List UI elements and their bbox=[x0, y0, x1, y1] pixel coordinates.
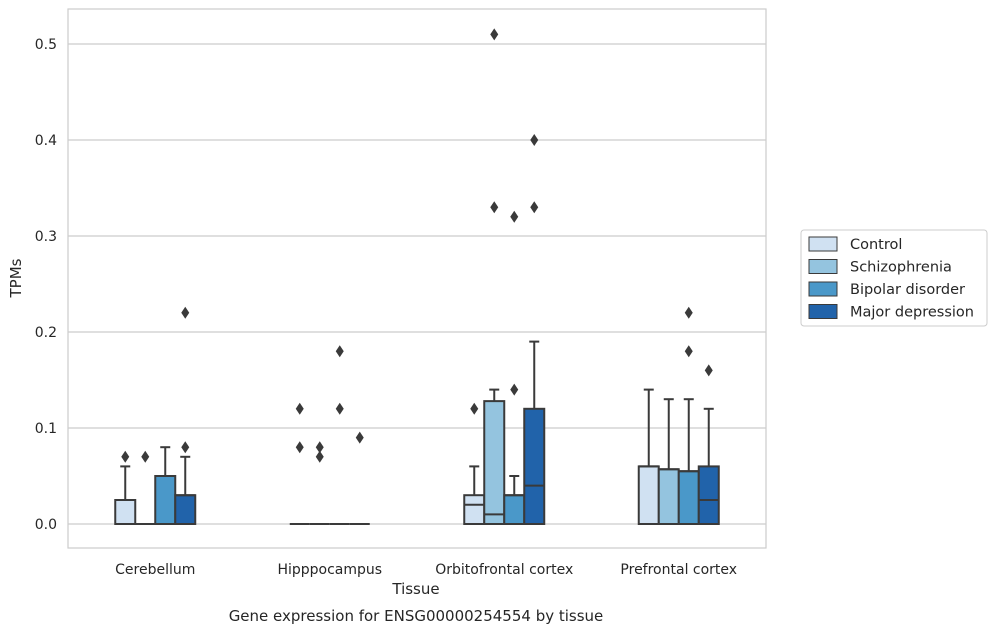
x-tick-label-2: Orbitofrontal cortex bbox=[435, 562, 573, 578]
y-tick-label-1: 0.1 bbox=[35, 421, 57, 437]
box-1-2 bbox=[329, 345, 350, 525]
box-3-1 bbox=[657, 398, 680, 525]
legend-frame bbox=[800, 229, 988, 327]
outlier-point-0 bbox=[181, 441, 190, 454]
y-tick-label-2: 0.2 bbox=[35, 325, 57, 341]
outlier-point-0 bbox=[530, 201, 539, 214]
y-tick-label-0: 0.0 bbox=[35, 517, 57, 533]
box-body bbox=[637, 465, 660, 525]
outlier-point-0 bbox=[355, 431, 364, 444]
x-tick-labels: Cerebellum Hipppocampus Orbitofrontal cort… bbox=[115, 562, 737, 578]
plot-area-frame bbox=[67, 8, 767, 549]
x-tick-label-3: Prefrontal cortex bbox=[620, 562, 737, 578]
outlier-point-1 bbox=[510, 210, 519, 223]
outlier-point-1 bbox=[530, 134, 539, 146]
box-body bbox=[174, 494, 197, 526]
box-2-1 bbox=[483, 28, 506, 525]
box-1-3 bbox=[349, 431, 370, 525]
box-0-1 bbox=[135, 450, 156, 525]
legend: Control Schizophrenia Bipolar disorder Majo… bbox=[800, 229, 988, 327]
outlier-point-0 bbox=[704, 364, 713, 377]
x-tick-label-0: Cerebellum bbox=[115, 562, 195, 578]
box-0-2 bbox=[154, 446, 177, 525]
gridlines bbox=[68, 43, 766, 525]
box-2-3 bbox=[523, 134, 546, 525]
boxes bbox=[114, 28, 720, 526]
legend-label-0: Control bbox=[850, 237, 902, 253]
outlier-point-0 bbox=[490, 201, 499, 214]
outlier-point-0 bbox=[470, 402, 479, 415]
legend-swatch-2 bbox=[808, 281, 838, 297]
box-3-3 bbox=[697, 364, 720, 525]
box-body bbox=[483, 400, 506, 525]
outlier-point-0 bbox=[295, 441, 304, 454]
y-tick-label-4: 0.4 bbox=[35, 133, 57, 149]
legend-swatch-1 bbox=[808, 259, 838, 274]
box-3-2 bbox=[677, 306, 700, 526]
box-2-2 bbox=[503, 210, 526, 526]
legend-label-2: Bipolar disorder bbox=[850, 282, 965, 298]
outlier-point-0 bbox=[335, 402, 344, 415]
outlier-point-1 bbox=[181, 306, 190, 319]
outlier-point-0 bbox=[510, 383, 519, 396]
box-0-0 bbox=[114, 450, 137, 525]
box-body bbox=[114, 499, 137, 525]
box-3-0 bbox=[637, 388, 660, 525]
outlier-point-0 bbox=[684, 345, 693, 358]
box-body bbox=[657, 468, 680, 525]
box-body bbox=[154, 475, 177, 525]
legend-swatch-0 bbox=[808, 236, 838, 252]
legend-swatch-3 bbox=[808, 304, 838, 319]
legend-label-1: Schizophrenia bbox=[850, 260, 952, 276]
outlier-point-1 bbox=[490, 28, 499, 41]
outlier-point-0 bbox=[315, 450, 324, 463]
x-tick-label-1: Hipppocampus bbox=[277, 562, 382, 578]
box-body bbox=[463, 494, 486, 526]
box-1-1 bbox=[309, 441, 330, 525]
box-body bbox=[697, 465, 720, 525]
outlier-point-1 bbox=[335, 345, 344, 358]
chart-caption: Gene expression for ENSG00000254554 by t… bbox=[229, 607, 604, 625]
outlier-point-0 bbox=[141, 450, 150, 463]
y-tick-label-3: 0.3 bbox=[35, 229, 57, 245]
box-2-0 bbox=[463, 402, 486, 526]
outlier-point-1 bbox=[315, 441, 324, 454]
box-1-0 bbox=[289, 402, 310, 525]
box-0-3 bbox=[174, 306, 197, 526]
y-axis-title: TPMs bbox=[7, 258, 25, 298]
outlier-point-1 bbox=[684, 306, 693, 319]
y-tick-label-5: 0.5 bbox=[35, 37, 57, 53]
box-body bbox=[523, 407, 546, 525]
outlier-point-0 bbox=[121, 450, 130, 463]
box-body bbox=[677, 470, 700, 526]
outlier-point-1 bbox=[295, 402, 304, 415]
box-body bbox=[503, 494, 526, 526]
legend-label-3: Major depression bbox=[850, 305, 974, 321]
y-tick-labels: 0.0 0.1 0.2 0.3 0.4 0.5 bbox=[35, 37, 57, 533]
x-axis-title: Tissue bbox=[391, 580, 439, 598]
